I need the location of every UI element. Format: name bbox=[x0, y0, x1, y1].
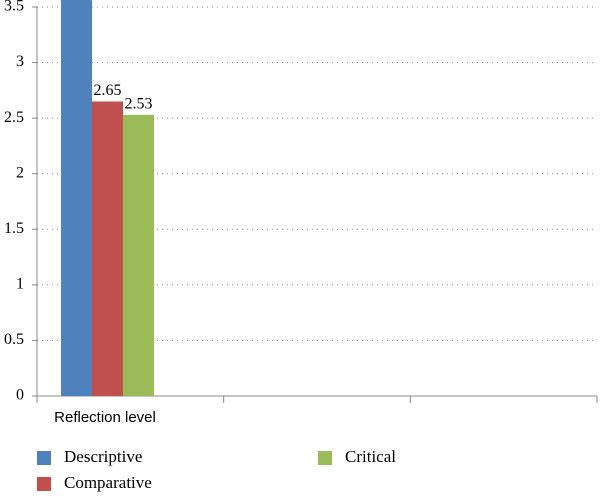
legend-swatch bbox=[37, 477, 51, 491]
data-label: 2.53 bbox=[125, 95, 153, 112]
legend-swatch bbox=[318, 451, 332, 465]
legend-swatch bbox=[37, 451, 51, 465]
y-tick-label: 2.5 bbox=[4, 109, 24, 126]
legend-label: Descriptive bbox=[64, 447, 142, 466]
y-tick-label: 3 bbox=[16, 53, 24, 70]
y-tick-label: 0.5 bbox=[4, 331, 24, 348]
legend-label: Comparative bbox=[64, 473, 152, 492]
bar bbox=[123, 114, 154, 397]
y-tick-label: 1 bbox=[16, 276, 24, 293]
x-tick-label: Reflection level bbox=[54, 409, 156, 426]
bar bbox=[61, 0, 92, 396]
data-label: 2.65 bbox=[94, 82, 122, 99]
y-tick-label: 3.5 bbox=[4, 0, 24, 15]
y-tick-label: 0 bbox=[16, 387, 24, 404]
bar bbox=[92, 101, 123, 396]
y-tick-label: 1.5 bbox=[4, 220, 24, 237]
legend-label: Critical bbox=[345, 447, 396, 466]
y-tick-label: 2 bbox=[16, 164, 24, 181]
